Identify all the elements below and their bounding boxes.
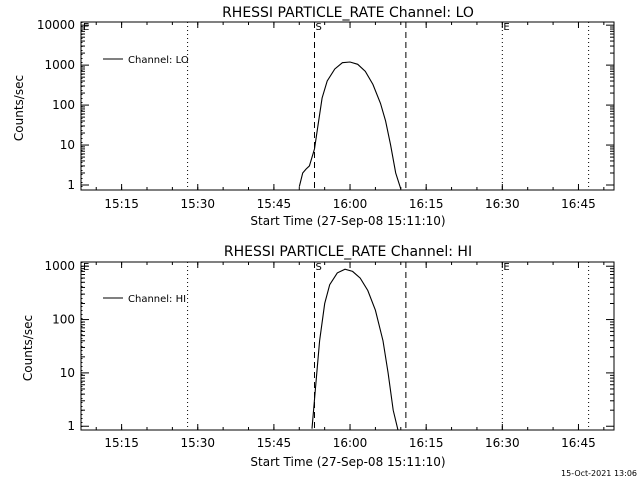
series-line-lo [298,61,402,190]
y-tick-label: 10 [60,366,75,380]
x-tick-label: 16:15 [409,197,444,211]
x-tick-label: 15:30 [180,436,215,450]
y-tick-label: 1 [67,419,75,433]
series-line-hi [311,268,399,430]
x-tick-label: 15:15 [104,436,139,450]
time-marker-label: S [316,22,322,33]
plot-frame [80,261,615,431]
x-tick-label: 16:45 [561,197,596,211]
x-axis-label-hi: Start Time (27-Sep-08 15:11:10) [250,455,445,469]
legend-label: Channel: HI [128,294,186,305]
x-tick-label: 16:00 [333,436,368,450]
y-tick-label: 100 [52,98,75,112]
x-tick-label: 16:30 [485,197,520,211]
legend-label: Channel: LO [128,55,189,66]
y-tick-label: 1000 [44,58,75,72]
y-tick-label: 1 [67,178,75,192]
plot-panel-lo: 15:15 15:30 15:45 16:00 16:15 16:30 16:45 1 10 10… [37,18,615,211]
time-marker-label: E [503,22,509,33]
x-tick-label: 15:45 [257,197,292,211]
x-tick-label: 16:30 [485,436,520,450]
chart-title-lo: RHESSI PARTICLE_RATE Channel: LO [222,5,474,21]
plot-panel-hi: 15:15 15:30 15:45 16:00 16:15 16:30 16:45 1 10 10… [44,259,615,450]
y-axis-label-hi: Counts/sec [21,315,35,381]
x-axis-label-lo: Start Time (27-Sep-08 15:11:10) [250,214,445,228]
y-tick-label: 10000 [37,18,75,32]
y-axis-label-lo: Counts/sec [12,75,26,141]
footer-timestamp: 15-Oct-2021 13:06 [561,469,637,478]
plot-frame [80,21,615,191]
chart-title-hi: RHESSI PARTICLE_RATE Channel: HI [224,244,472,260]
y-tick-label: 1000 [44,259,75,273]
time-marker-label: E [83,22,89,33]
x-tick-label: 15:15 [104,197,139,211]
x-tick-label: 15:30 [180,197,215,211]
time-marker-label: E [503,262,509,273]
x-tick-label: 16:45 [561,436,596,450]
x-tick-label: 16:15 [409,436,444,450]
time-marker-label: E [83,262,89,273]
y-tick-label: 10 [60,138,75,152]
time-marker-label: S [316,262,322,273]
y-tick-label: 100 [52,313,75,327]
x-tick-label: 15:45 [257,436,292,450]
x-tick-label: 16:00 [333,197,368,211]
